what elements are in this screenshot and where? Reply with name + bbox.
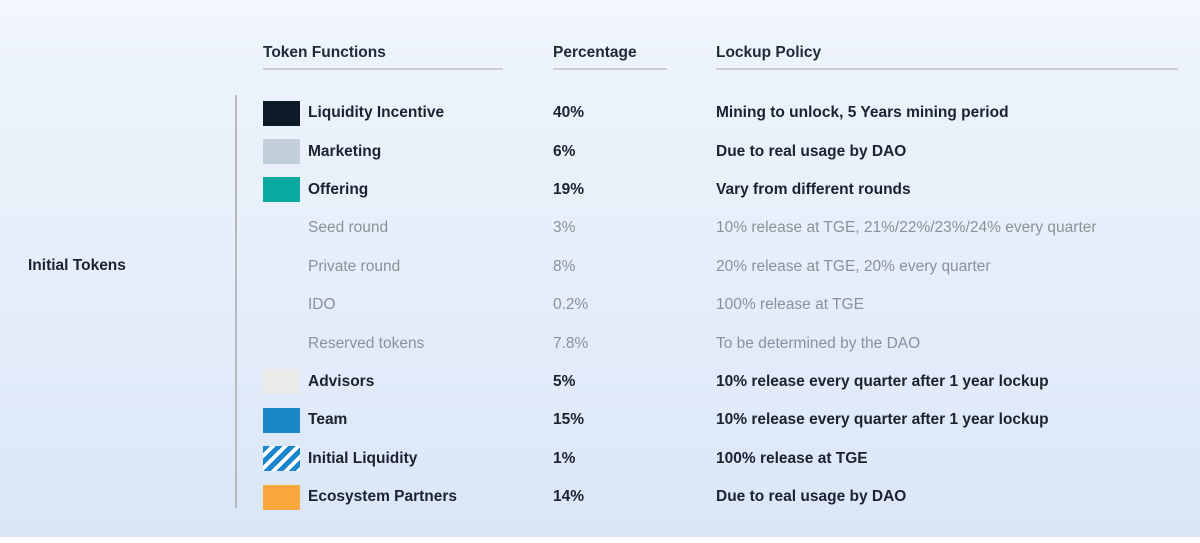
swatch-cell (237, 293, 308, 318)
column-header-lockup-policy: Lockup Policy (716, 44, 1178, 70)
group-label-initial-tokens: Initial Tokens (28, 257, 126, 274)
percentage-value: 5% (553, 372, 576, 390)
percentage-value: 8% (553, 257, 576, 275)
column-header-percentage: Percentage (553, 44, 667, 70)
lockup-policy-text: Due to real usage by DAO (716, 142, 907, 160)
token-function-label: Initial Liquidity (308, 449, 418, 467)
table-row: Advisors 5% 10% release every quarter af… (237, 363, 1187, 401)
token-function-label: Marketing (308, 142, 382, 160)
table-row: Offering 19% Vary from different rounds (237, 171, 1187, 209)
percentage-value: 6% (553, 142, 576, 160)
swatch-cell (237, 216, 308, 241)
token-function-label: Seed round (308, 219, 389, 237)
table-row: Marketing 6% Due to real usage by DAO (237, 132, 1187, 170)
lockup-policy-text: Due to real usage by DAO (716, 488, 907, 506)
lockup-policy-text: Vary from different rounds (716, 180, 911, 198)
lockup-policy-text: 100% release at TGE (716, 449, 868, 467)
token-function-label: Private round (308, 257, 401, 275)
table-row: Reserved tokens 7.8% To be determined by… (237, 324, 1187, 362)
token-function-label: Liquidity Incentive (308, 104, 445, 122)
lockup-policy-text: 10% release every quarter after 1 year l… (716, 411, 1049, 429)
swatch-cell (237, 407, 308, 433)
swatch-cell (237, 369, 308, 395)
lockup-policy-text: Mining to unlock, 5 Years mining period (716, 104, 1009, 122)
offering-swatch (263, 177, 300, 203)
percentage-value: 0.2% (553, 296, 589, 314)
swatch-cell (237, 446, 308, 472)
percentage-value: 19% (553, 180, 585, 198)
swatch-cell (237, 100, 308, 126)
token-function-label: Team (308, 411, 348, 429)
token-function-label: Advisors (308, 372, 375, 390)
initial-liquidity-swatch (263, 446, 300, 472)
swatch-cell (237, 139, 308, 165)
liquidity-incentive-swatch (263, 100, 300, 126)
column-header-token-functions: Token Functions (263, 44, 503, 70)
lockup-policy-text: To be determined by the DAO (716, 334, 921, 352)
token-function-label: Ecosystem Partners (308, 488, 458, 506)
team-swatch (263, 407, 300, 433)
swatch-cell (237, 331, 308, 356)
token-function-label: Reserved tokens (308, 334, 425, 352)
table-row: Initial Liquidity 1% 100% release at TGE (237, 440, 1187, 478)
lockup-policy-text: 20% release at TGE, 20% every quarter (716, 257, 991, 275)
swatch-cell (237, 254, 308, 279)
percentage-value: 15% (553, 411, 585, 429)
table-row: IDO 0.2% 100% release at TGE (237, 286, 1187, 324)
advisors-swatch (263, 369, 300, 395)
percentage-value: 1% (553, 449, 576, 467)
token-function-label: Offering (308, 180, 369, 198)
lockup-policy-text: 10% release at TGE, 21%/22%/23%/24% ever… (716, 219, 1097, 237)
table-row: Seed round 3% 10% release at TGE, 21%/22… (237, 209, 1187, 247)
table-row: Team 15% 10% release every quarter after… (237, 401, 1187, 439)
token-function-label: IDO (308, 296, 336, 314)
lockup-policy-text: 100% release at TGE (716, 296, 864, 314)
percentage-value: 7.8% (553, 334, 589, 352)
marketing-swatch (263, 139, 300, 165)
table-row: Liquidity Incentive 40% Mining to unlock… (237, 94, 1187, 132)
percentage-value: 14% (553, 488, 585, 506)
percentage-value: 40% (553, 104, 585, 122)
swatch-cell (237, 484, 308, 510)
ecosystem-partners-swatch (263, 484, 300, 510)
table-row: Private round 8% 20% release at TGE, 20%… (237, 248, 1187, 286)
table-row: Ecosystem Partners 14% Due to real usage… (237, 478, 1187, 516)
group-bracket-line (235, 95, 237, 508)
token-table-rows: Liquidity Incentive 40% Mining to unlock… (237, 94, 1187, 516)
lockup-policy-text: 10% release every quarter after 1 year l… (716, 372, 1049, 390)
swatch-cell (237, 177, 308, 203)
percentage-value: 3% (553, 219, 576, 237)
